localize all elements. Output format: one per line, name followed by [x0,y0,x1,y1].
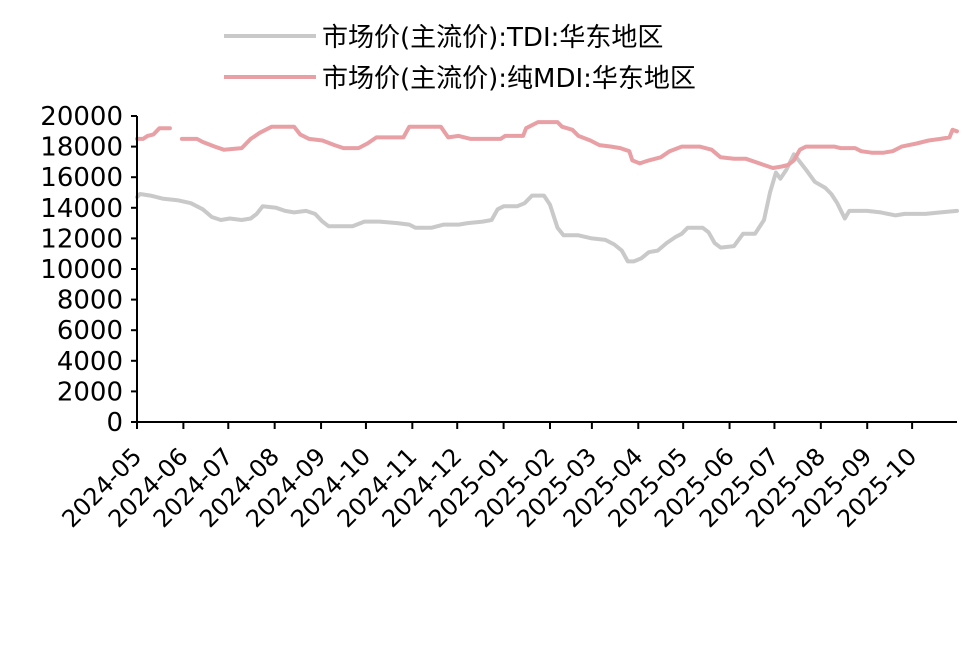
plot-area [135,120,959,264]
y-tick-label: 14000 [40,194,123,224]
series-line-mdi-segment-1 [179,120,959,170]
y-tick-label: 0 [106,408,123,438]
y-tick-label: 2000 [57,377,123,407]
y-tick-label: 4000 [57,347,123,377]
y-tick-label: 12000 [40,224,123,254]
series-line-tdi [135,152,959,264]
y-tick-label: 18000 [40,133,123,163]
y-tick-label: 20000 [40,102,123,132]
y-tick-label: 10000 [40,255,123,285]
y-tick-label: 16000 [40,163,123,193]
axes: 0200040006000800010000120001400016000180… [40,102,957,533]
y-tick-label: 8000 [57,286,123,316]
legend-label-mdi: 市场价(主流价):纯MDI:华东地区 [322,64,696,94]
y-tick-label: 6000 [57,316,123,346]
series-line-mdi-segment-0 [135,126,172,141]
legend-label-tdi: 市场价(主流价):TDI:华东地区 [322,23,663,53]
legend: 市场价(主流价):TDI:华东地区 市场价(主流价):纯MDI:华东地区 [224,23,696,94]
